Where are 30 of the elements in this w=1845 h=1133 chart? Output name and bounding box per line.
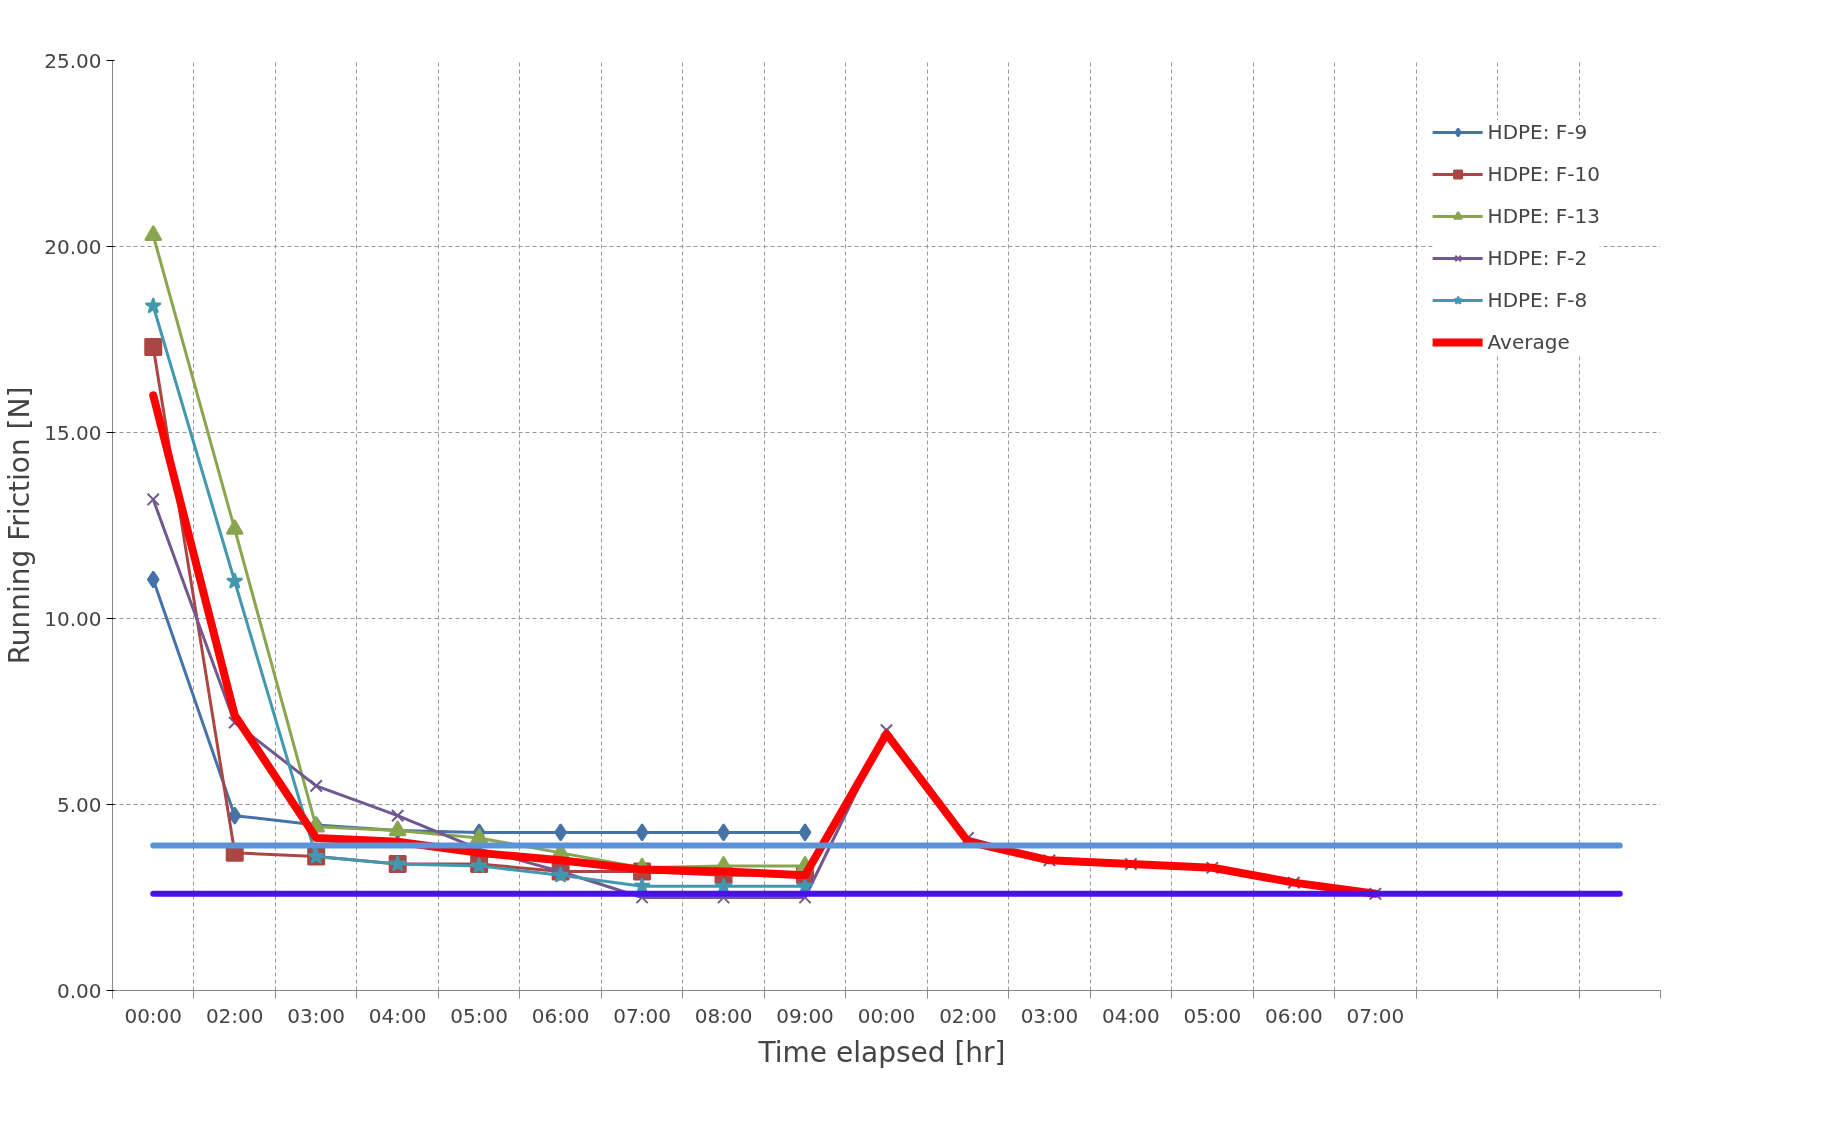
x-tick-label: 05:00 xyxy=(1183,1003,1242,1028)
x-tick-label: 07:00 xyxy=(613,1003,671,1028)
x-tick-label: 00:00 xyxy=(124,1003,183,1028)
legend-label: HDPE: F-8 xyxy=(1487,288,1588,312)
x-tick-label: 00:00 xyxy=(857,1003,916,1028)
legend-label: HDPE: F-13 xyxy=(1487,204,1600,228)
y-tick-label: 5.00 xyxy=(56,792,102,817)
x-tick-label: 08:00 xyxy=(694,1003,753,1028)
x-tick-label: 07:00 xyxy=(1346,1003,1405,1028)
x-tick-label: 05:00 xyxy=(450,1003,508,1028)
x-axis-title: Time elapsed [hr] xyxy=(757,1035,1006,1069)
y-tick-label: 10.00 xyxy=(44,606,102,631)
legend-label: HDPE: F-10 xyxy=(1487,162,1600,186)
x-tick-label: 04:00 xyxy=(1102,1003,1160,1028)
x-tick-label: 02:00 xyxy=(939,1003,997,1028)
x-tick-label: 06:00 xyxy=(531,1003,590,1028)
y-tick-label: 20.00 xyxy=(44,234,102,259)
x-tick-label: 09:00 xyxy=(776,1003,834,1028)
y-axis-title: Running Friction [N] xyxy=(3,386,37,665)
legend-label: HDPE: F-9 xyxy=(1487,120,1588,144)
y-tick-label: 25.00 xyxy=(44,48,102,73)
legend-label: HDPE: F-2 xyxy=(1487,246,1588,270)
x-tick-label: 03:00 xyxy=(287,1003,346,1028)
y-tick-label: 0.00 xyxy=(56,978,102,1003)
y-tick-label: 15.00 xyxy=(44,420,102,445)
x-tick-label: 04:00 xyxy=(368,1003,427,1028)
x-tick-label: 03:00 xyxy=(1020,1003,1079,1028)
legend-label: Average xyxy=(1487,330,1570,354)
x-tick-label: 02:00 xyxy=(205,1003,264,1028)
x-tick-label: 06:00 xyxy=(1265,1003,1323,1028)
